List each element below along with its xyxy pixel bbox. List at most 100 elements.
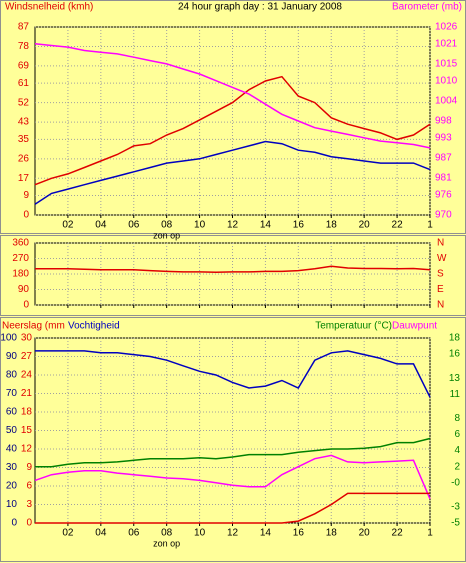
y-tick-label: N <box>437 300 444 311</box>
y-tick-label: 0 <box>11 518 17 529</box>
y-tick-label: 35 <box>18 134 30 145</box>
x-tick-label: 18 <box>326 528 338 539</box>
x-tick-label: 20 <box>359 220 371 231</box>
chart-title: 24 hour graph day : 31 January 2008 <box>178 2 342 13</box>
x-tick-label: 22 <box>392 220 404 231</box>
data-line <box>35 437 431 468</box>
y-tick-label: 69 <box>18 61 30 72</box>
y-tick-label: -0 <box>451 477 460 488</box>
y-axis-label: Neerslag (mm <box>2 321 65 332</box>
y-tick-label: 60 <box>6 407 18 418</box>
y2-axis-label: Dauwpunt <box>392 321 437 332</box>
y-tick-label: 20 <box>6 481 18 492</box>
y-tick-label: 6 <box>26 481 32 492</box>
y-tick-label: 998 <box>435 116 452 127</box>
data-line <box>34 454 431 500</box>
y-axis-label: Windsnelheid (kmh) <box>5 2 93 13</box>
y-tick-label: 987 <box>435 153 452 164</box>
x-tick-label: 22 <box>392 528 404 539</box>
x-tick-label: 04 <box>95 220 107 231</box>
y-tick-label: 21 <box>21 388 33 399</box>
y-tick-label: 40 <box>6 444 18 455</box>
y-tick-label: 970 <box>435 210 452 221</box>
annotation: zon op <box>153 538 180 548</box>
y-tick-label: 1026 <box>435 22 458 33</box>
y-tick-label: 360 <box>12 238 29 249</box>
y-tick-label: 90 <box>6 351 18 362</box>
annotation: zon op <box>153 230 180 240</box>
y-tick-label: 1015 <box>435 59 458 70</box>
y-tick-label: 11 <box>450 389 461 400</box>
y-tick-label: 1021 <box>435 38 458 49</box>
y-tick-label: 3 <box>26 499 32 510</box>
x-tick-label: 18 <box>326 220 338 231</box>
y-tick-label: 6 <box>454 429 460 440</box>
y-tick-label: 100 <box>0 333 17 344</box>
y-axis-label: Vochtigheid <box>68 321 120 332</box>
data-line <box>35 265 431 274</box>
y-tick-label: 4 <box>454 445 460 456</box>
y-tick-label: 18 <box>449 333 461 344</box>
y-tick-label: 2 <box>454 461 460 472</box>
y-tick-label: 0 <box>26 518 32 529</box>
y-tick-label: 13 <box>449 373 461 384</box>
x-tick-label: 1 <box>427 220 433 231</box>
y-tick-label: -5 <box>451 518 460 529</box>
data-line <box>35 492 430 524</box>
x-tick-label: 14 <box>260 528 272 539</box>
y-tick-label: W <box>437 253 447 264</box>
y-tick-label: 976 <box>435 189 452 200</box>
y-tick-label: 993 <box>435 132 452 143</box>
y-tick-label: 87 <box>18 22 30 33</box>
y-tick-label: 1004 <box>435 95 458 106</box>
y-tick-label: 981 <box>435 173 452 184</box>
x-tick-label: 12 <box>227 528 239 539</box>
y-tick-label: 8 <box>454 413 460 424</box>
y-tick-label: 24 <box>21 370 33 381</box>
y-tick-label: 15 <box>21 425 33 436</box>
y-tick-label: S <box>437 269 444 280</box>
data-line <box>34 75 431 186</box>
y-tick-label: 16 <box>449 349 461 360</box>
y-tick-label: 70 <box>6 388 18 399</box>
y-tick-label: 30 <box>21 333 33 344</box>
y-tick-label: 180 <box>12 269 29 280</box>
y-tick-label: 50 <box>6 425 18 436</box>
x-tick-label: 16 <box>293 528 305 539</box>
x-tick-label: 02 <box>62 220 74 231</box>
data-line <box>34 43 431 149</box>
y-tick-label: 9 <box>23 190 29 201</box>
y-tick-label: 90 <box>18 284 30 295</box>
y-tick-label: 52 <box>18 97 30 108</box>
x-tick-label: 10 <box>194 528 206 539</box>
x-tick-label: 14 <box>260 220 272 231</box>
y-tick-label: 27 <box>21 351 33 362</box>
y-tick-label: -3 <box>451 502 460 513</box>
y-tick-label: E <box>437 284 444 295</box>
x-tick-label: 12 <box>227 220 239 231</box>
y-tick-label: N <box>437 238 444 249</box>
data-line <box>34 140 431 205</box>
y-tick-label: 1010 <box>435 75 458 86</box>
data-line <box>35 350 431 398</box>
y-tick-label: 43 <box>18 117 30 128</box>
x-tick-label: 06 <box>128 220 140 231</box>
y-tick-label: 12 <box>21 444 33 455</box>
x-tick-label: 20 <box>359 528 371 539</box>
y-tick-label: 0 <box>23 210 29 221</box>
y-tick-label: 18 <box>21 407 33 418</box>
x-tick-label: 06 <box>128 528 140 539</box>
y-tick-label: 17 <box>18 173 30 184</box>
y2-axis-label: Barometer (mb) <box>392 2 462 13</box>
y-tick-label: 270 <box>12 253 29 264</box>
y-tick-label: 78 <box>18 41 30 52</box>
x-tick-label: 16 <box>293 220 305 231</box>
x-tick-label: 08 <box>161 220 173 231</box>
y-tick-label: 26 <box>18 153 30 164</box>
x-tick-label: 10 <box>194 220 206 231</box>
y-tick-label: 80 <box>6 370 18 381</box>
y-tick-label: 30 <box>6 462 18 473</box>
x-tick-label: 1 <box>427 528 433 539</box>
